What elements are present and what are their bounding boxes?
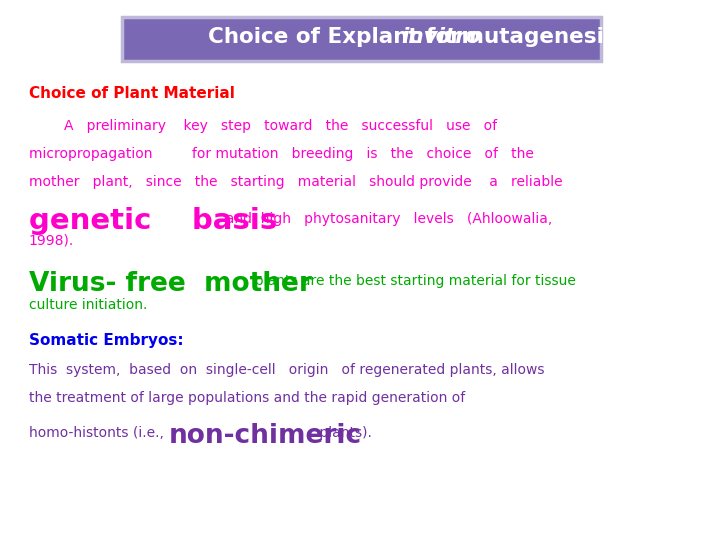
Text: invitro: invitro	[401, 26, 481, 47]
Text: A   preliminary    key   step   toward   the   successful   use   of: A preliminary key step toward the succes…	[29, 119, 497, 133]
Text: Somatic Embryos:: Somatic Embryos:	[29, 333, 184, 348]
Text: homo-histonts (i.e.,: homo-histonts (i.e.,	[29, 426, 168, 440]
Text: micropropagation         for mutation   breeding   is   the   choice   of   the: micropropagation for mutation breeding i…	[29, 147, 534, 161]
Text: mother   plant,   since   the   starting   material   should provide    a   reli: mother plant, since the starting materia…	[29, 175, 562, 189]
Text: mutagenesis: mutagenesis	[454, 26, 616, 47]
Text: the treatment of large populations and the rapid generation of: the treatment of large populations and t…	[29, 391, 465, 405]
Text: This  system,  based  on  single-cell   origin   of regenerated plants, allows: This system, based on single-cell origin…	[29, 363, 544, 377]
Text: genetic    basis: genetic basis	[29, 207, 277, 235]
Text: plants are the best starting material for tissue: plants are the best starting material fo…	[246, 274, 576, 288]
Text: and  high   phytosanitary   levels   (Ahloowalia,: and high phytosanitary levels (Ahloowali…	[217, 212, 553, 226]
Text: non-chimeric: non-chimeric	[169, 423, 362, 449]
Text: Choice of Plant Material: Choice of Plant Material	[29, 86, 235, 102]
Text: Choice of Explant for: Choice of Explant for	[208, 26, 469, 47]
Text: culture initiation.: culture initiation.	[29, 298, 147, 312]
Text: plants).: plants).	[315, 426, 372, 440]
Text: Virus- free  mother: Virus- free mother	[29, 271, 312, 297]
Text: 1998).: 1998).	[29, 233, 74, 247]
